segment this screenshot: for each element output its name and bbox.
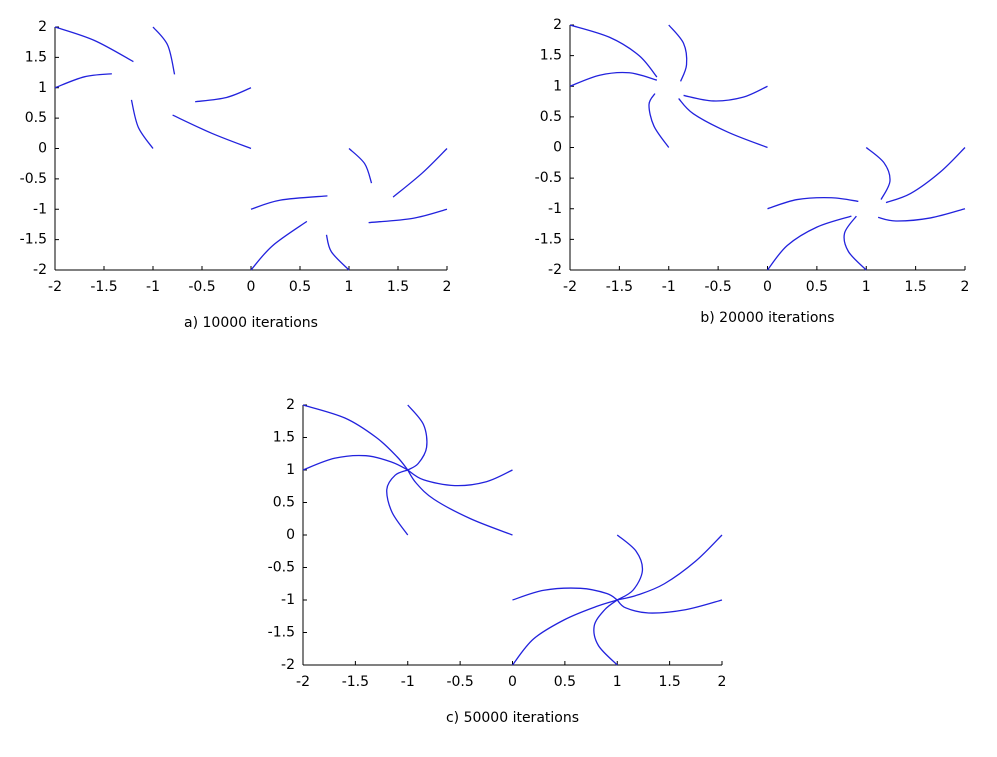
y-tick-label: -1 (33, 201, 47, 217)
panel: -2 -1.5 -1 -0.5 0 0.5 1 1.5 2 -2 -1.5 -1 -0.5 0 0.5 1 1.… (535, 17, 970, 326)
caption: a) 10000 iterations (184, 315, 318, 331)
y-tick-label: 1.5 (540, 48, 562, 64)
curve (130, 99, 154, 149)
x-tick-label: 0.5 (554, 674, 576, 690)
y-tick-label: -1 (281, 592, 295, 608)
curve (678, 98, 768, 149)
curve (302, 404, 409, 471)
curve (668, 24, 688, 82)
x-tick-label: -1 (146, 279, 160, 295)
curve (843, 215, 867, 271)
x-tick-label: -2 (296, 674, 310, 690)
curve (195, 87, 252, 103)
x-tick-label: 1 (345, 279, 354, 295)
curve (616, 534, 644, 601)
caption: b) 20000 iterations (700, 310, 834, 326)
y-tick-label: 1 (286, 462, 295, 478)
x-tick-label: 0 (508, 674, 517, 690)
x-tick-label: -0.5 (446, 674, 473, 690)
y-tick-label: 2 (553, 17, 562, 33)
x-tick-label: 1.5 (387, 279, 409, 295)
x-tick-label: -2 (563, 279, 577, 295)
x-tick-label: 0.5 (806, 279, 828, 295)
curve (386, 469, 409, 536)
x-tick-label: -1 (662, 279, 676, 295)
y-tick-label: -1 (548, 201, 562, 217)
curve (302, 454, 409, 471)
x-tick-label: 0 (247, 279, 256, 295)
curve (617, 534, 723, 601)
y-tick-label: 1 (38, 80, 47, 96)
curve (885, 147, 966, 204)
x-tick-label: -0.5 (704, 279, 731, 295)
x-tick-label: -1.5 (342, 674, 369, 690)
panel: -2 -1.5 -1 -0.5 0 0.5 1 1.5 2 -2 -1.5 -1 -0.5 0 0.5 1 1.… (20, 19, 452, 331)
x-tick-label: 2 (443, 279, 452, 295)
y-tick-label: -2 (33, 262, 47, 278)
y-tick-label: 0 (286, 527, 295, 543)
y-tick-label: -0.5 (268, 560, 295, 576)
y-tick-label: 2 (38, 19, 47, 35)
x-tick-label: -2 (48, 279, 62, 295)
x-tick-label: 2 (961, 279, 970, 295)
curve (368, 208, 448, 224)
x-tick-label: 1 (862, 279, 871, 295)
y-tick-label: 2 (286, 397, 295, 413)
curve (250, 220, 308, 271)
x-tick-label: 0.5 (289, 279, 311, 295)
y-tick-label: 0 (553, 140, 562, 156)
x-tick-label: 2 (718, 674, 727, 690)
y-tick-label: 1 (553, 78, 562, 94)
curve (392, 148, 448, 198)
curve (512, 587, 618, 601)
curve (250, 195, 328, 210)
x-tick-label: 1.5 (658, 674, 680, 690)
curve (877, 208, 966, 222)
curve (767, 196, 859, 210)
x-tick-label: -0.5 (188, 279, 215, 295)
y-tick-label: 0.5 (273, 495, 295, 511)
y-tick-label: -0.5 (535, 170, 562, 186)
curve (569, 71, 658, 87)
curve (865, 146, 891, 200)
panel: -2 -1.5 -1 -0.5 0 0.5 1 1.5 2 -2 -1.5 -1 -0.5 0 0.5 1 1.… (268, 397, 727, 726)
y-tick-label: -1.5 (268, 625, 295, 641)
curve (54, 73, 112, 89)
x-tick-label: -1.5 (90, 279, 117, 295)
curve (152, 26, 176, 75)
curve (648, 93, 670, 148)
curve (616, 599, 723, 614)
x-tick-label: 1 (613, 674, 622, 690)
curve (407, 469, 513, 536)
y-tick-label: -1.5 (535, 231, 562, 247)
curve (407, 469, 513, 487)
x-tick-label: -1 (401, 674, 415, 690)
x-tick-label: 0 (763, 279, 772, 295)
curve (172, 114, 252, 150)
curve (407, 404, 428, 471)
y-tick-label: -1.5 (20, 232, 47, 248)
curve (593, 599, 618, 666)
x-tick-label: 1.5 (904, 279, 926, 295)
curve (325, 234, 350, 271)
y-tick-label: 0.5 (25, 110, 47, 126)
y-tick-label: -2 (548, 262, 562, 278)
curve (766, 215, 852, 271)
y-tick-label: 1.5 (25, 49, 47, 65)
y-tick-label: 0.5 (540, 109, 562, 125)
curve (54, 26, 134, 63)
curve (683, 85, 768, 102)
y-tick-label: -0.5 (20, 171, 47, 187)
y-tick-label: 0 (38, 141, 47, 157)
curve (348, 148, 373, 184)
x-tick-label: -1.5 (606, 279, 633, 295)
y-tick-label: -2 (281, 657, 295, 673)
curve (511, 599, 618, 666)
y-tick-label: 1.5 (273, 430, 295, 446)
caption: c) 50000 iterations (446, 710, 579, 726)
curve (569, 24, 658, 78)
